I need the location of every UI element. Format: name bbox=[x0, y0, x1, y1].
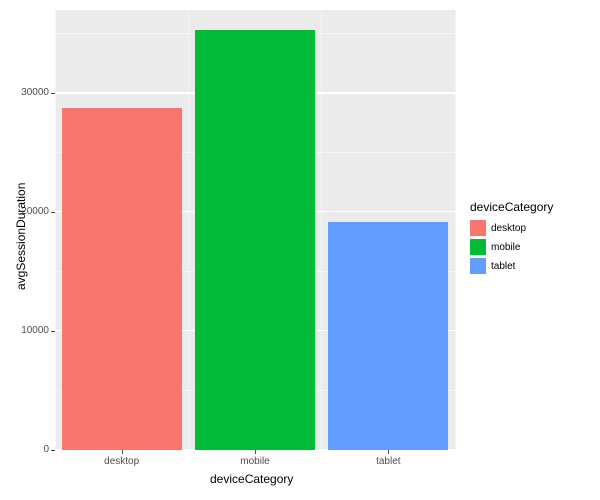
legend-item: desktop bbox=[470, 220, 553, 236]
grid-line-minor bbox=[455, 10, 456, 450]
x-tick-mark bbox=[388, 450, 389, 454]
x-tick-label: desktop bbox=[72, 456, 172, 467]
y-tick-mark bbox=[51, 331, 55, 332]
legend: deviceCategory desktop mobile tablet bbox=[470, 200, 553, 277]
legend-swatch bbox=[470, 258, 486, 274]
y-tick-mark bbox=[51, 93, 55, 94]
bar-chart: 0100002000030000 desktopmobiletablet avg… bbox=[0, 0, 600, 500]
x-tick-label: tablet bbox=[338, 456, 438, 467]
legend-label: desktop bbox=[491, 223, 526, 234]
y-tick-label: 0 bbox=[0, 444, 49, 455]
x-tick-mark bbox=[122, 450, 123, 454]
bar-tablet bbox=[328, 222, 448, 450]
legend-title: deviceCategory bbox=[470, 200, 553, 214]
grid-line-minor bbox=[55, 10, 56, 450]
legend-item: tablet bbox=[470, 258, 553, 274]
legend-swatch bbox=[470, 220, 486, 236]
legend-item: mobile bbox=[470, 239, 553, 255]
legend-label: tablet bbox=[491, 261, 515, 272]
grid-line-minor bbox=[188, 10, 189, 450]
y-tick-mark bbox=[51, 212, 55, 213]
grid-line-minor bbox=[321, 10, 322, 450]
y-tick-label: 10000 bbox=[0, 325, 49, 336]
x-tick-mark bbox=[255, 450, 256, 454]
x-tick-label: mobile bbox=[205, 456, 305, 467]
y-tick-mark bbox=[51, 450, 55, 451]
legend-swatch bbox=[470, 239, 486, 255]
legend-label: mobile bbox=[491, 242, 520, 253]
bar-mobile bbox=[195, 30, 315, 450]
bar-desktop bbox=[62, 108, 182, 450]
y-axis-title: avgSessionDuration bbox=[14, 183, 28, 290]
x-axis-title: deviceCategory bbox=[210, 472, 293, 486]
y-tick-label: 30000 bbox=[0, 87, 49, 98]
